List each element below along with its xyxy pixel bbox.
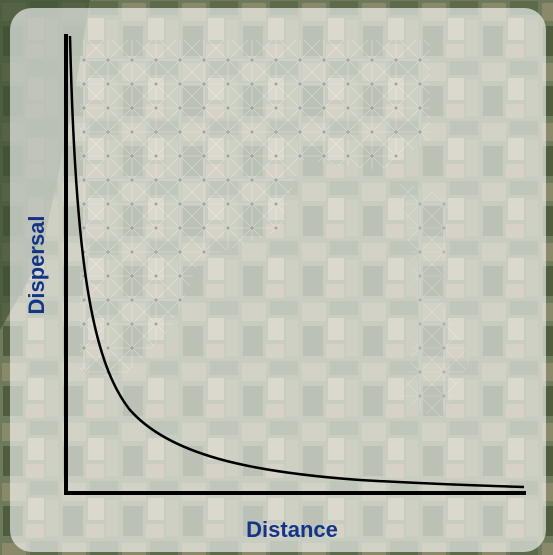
dispersal-curve xyxy=(68,35,525,489)
y-axis-label: Dispersal xyxy=(24,215,49,314)
x-axis-label: Distance xyxy=(246,517,338,542)
network-mesh xyxy=(400,180,470,420)
network-mesh xyxy=(80,40,430,380)
